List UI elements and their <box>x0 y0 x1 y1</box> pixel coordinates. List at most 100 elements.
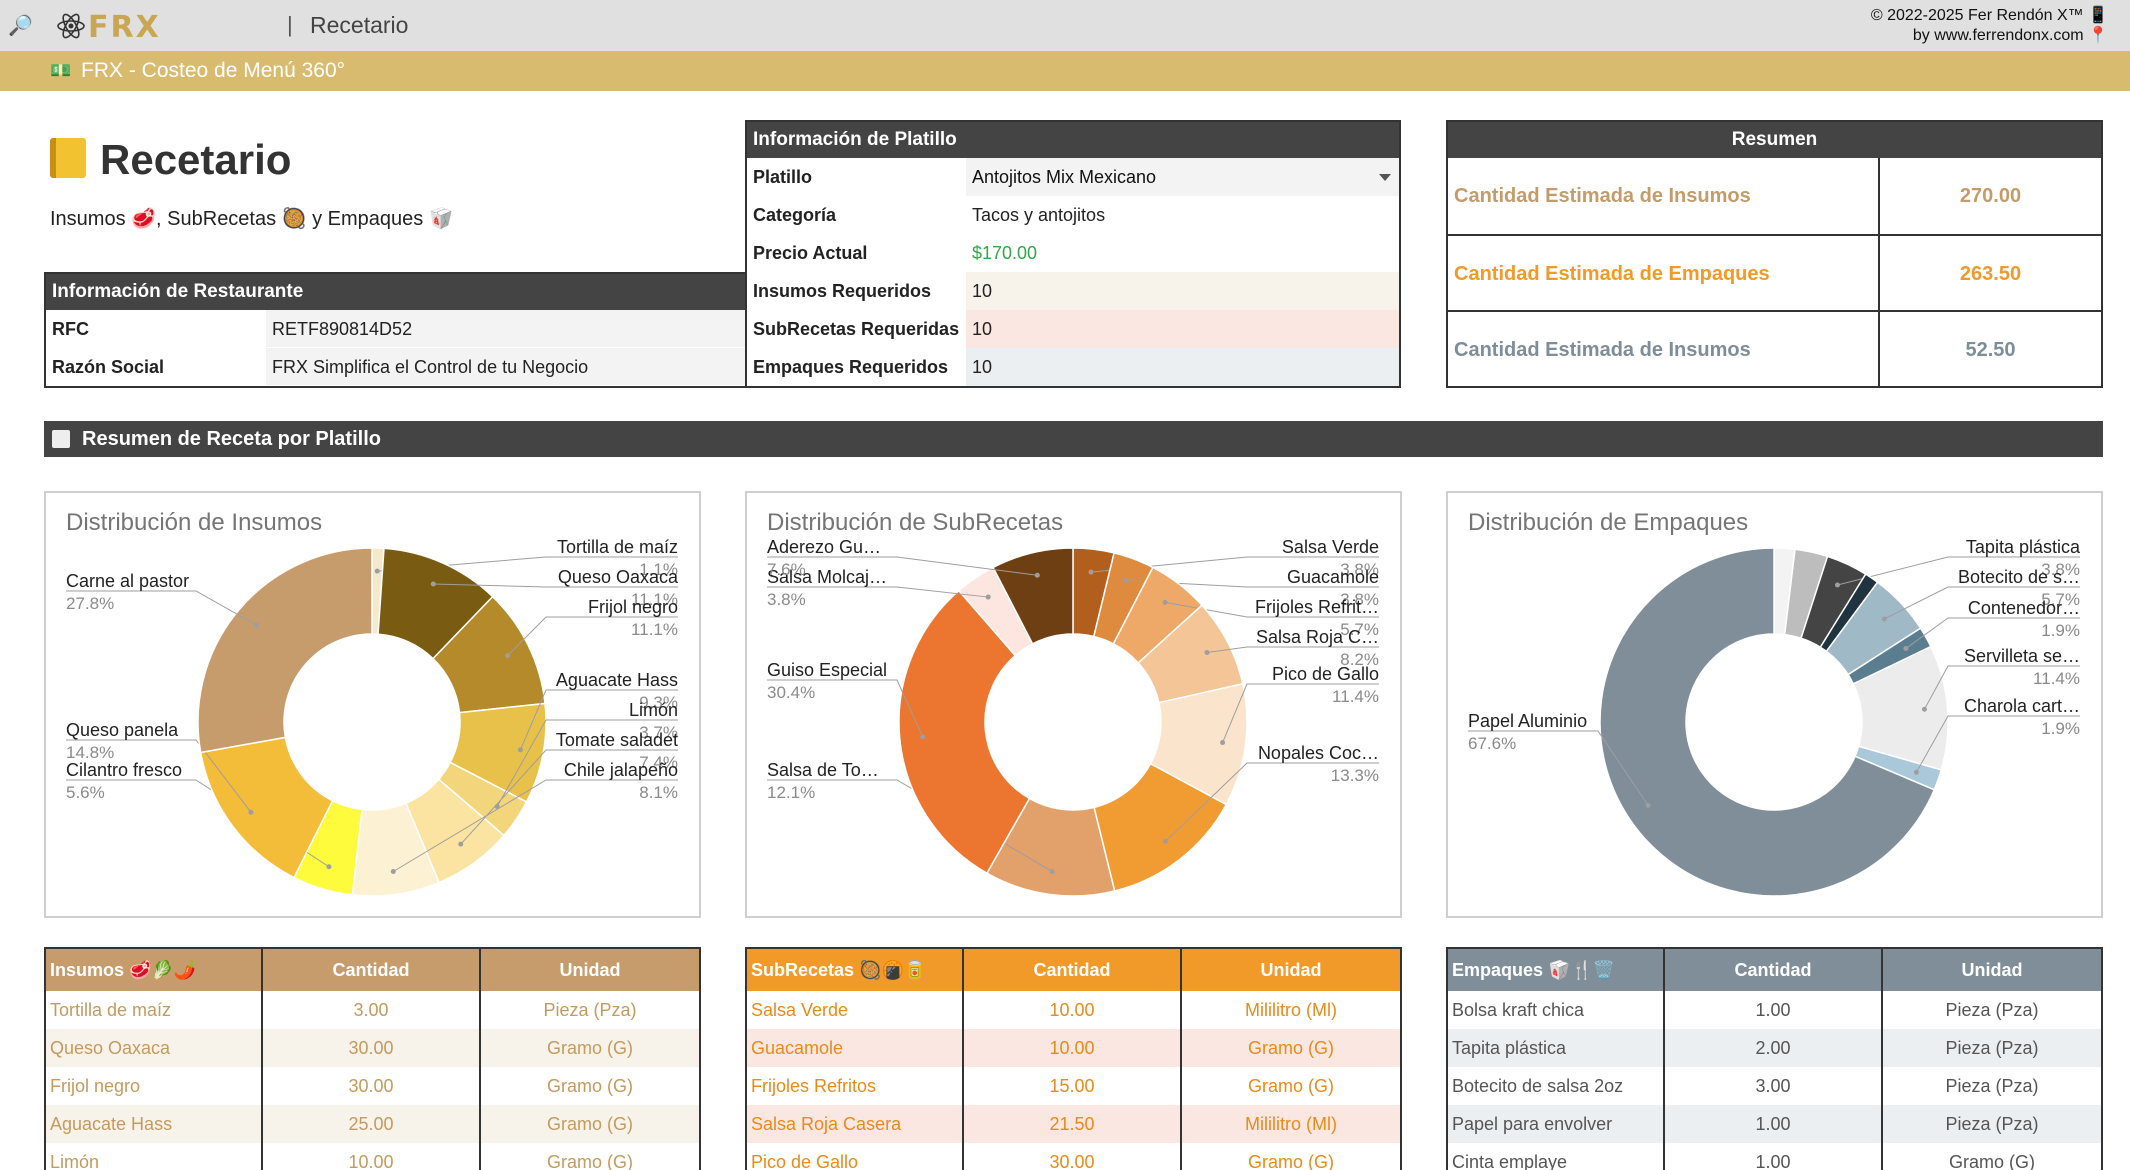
pie-slice[interactable] <box>197 547 373 754</box>
dish-info-value-text: Antojitos Mix Mexicano <box>972 167 1157 187</box>
quantity-cell[interactable]: 1.00 <box>1665 1105 1883 1143</box>
dish-info-value-text: 10 <box>972 281 993 301</box>
item-name-cell[interactable]: Queso Oaxaca <box>46 1029 263 1067</box>
unit-cell[interactable]: Gramo (G) <box>546 1038 633 1058</box>
dish-info-value-text: 10 <box>972 319 993 339</box>
unit-cell[interactable]: Gramo (G) <box>1948 1152 2035 1170</box>
unit-cell[interactable]: Gramo (G) <box>546 1114 633 1134</box>
unit-cell[interactable]: Pieza (Pza) <box>1945 1038 2039 1058</box>
table-row: Limón 10.00 Gramo (G) <box>46 1143 699 1170</box>
slice-percent-label: 5.7% <box>2041 590 2080 609</box>
slice-percent-label: 30.4% <box>767 683 815 702</box>
dish-info-value[interactable]: 10 <box>966 310 1399 348</box>
slice-leader-dot <box>1049 869 1055 875</box>
unit-cell[interactable]: Gramo (G) <box>1247 1076 1334 1096</box>
item-name-cell[interactable]: Frijoles Refritos <box>747 1067 964 1105</box>
workbook-title: FRX - Costeo de Menú 360° <box>81 59 346 82</box>
table-row: Salsa Verde 10.00 Mililitro (Ml) <box>747 991 1400 1029</box>
quantity-cell[interactable]: 15.00 <box>964 1067 1182 1105</box>
unit-cell[interactable]: Gramo (G) <box>1247 1152 1334 1170</box>
quantity-cell[interactable]: 21.50 <box>964 1105 1182 1143</box>
page-title-text: Recetario <box>100 136 292 183</box>
summary-row: Cantidad Estimada de Insumos 270.00 <box>1448 158 2101 234</box>
slice-label: Salsa de To… <box>767 760 879 780</box>
search-icon[interactable]: 🔎 <box>8 15 33 37</box>
item-name-cell[interactable]: Guacamole <box>747 1029 964 1067</box>
app-title: Recetario <box>310 12 409 38</box>
unit-cell[interactable]: Pieza (Pza) <box>543 1000 637 1020</box>
slice-percent-label: 7.4% <box>639 753 678 772</box>
unit-cell[interactable]: Gramo (G) <box>1247 1038 1334 1058</box>
column-header-unit: Unidad <box>1260 960 1322 980</box>
quantity-cell[interactable]: 10.00 <box>263 1143 481 1170</box>
unit-cell[interactable]: Gramo (G) <box>546 1076 633 1096</box>
dish-info-value[interactable]: 10 <box>966 272 1399 310</box>
item-name-cell[interactable]: Frijol negro <box>46 1067 263 1105</box>
quantity-cell[interactable]: 30.00 <box>964 1143 1182 1170</box>
razon-social-value[interactable]: FRX Simplifica el Control de tu Negocio <box>266 348 746 386</box>
slice-label: Papel Aluminio <box>1468 711 1587 731</box>
slice-label: Cilantro fresco <box>66 760 182 780</box>
item-name-cell[interactable]: Papel para envolver <box>1448 1105 1665 1143</box>
slice-leader-line <box>1905 617 2080 649</box>
item-name-cell[interactable]: Bolsa kraft chica <box>1448 991 1665 1029</box>
unit-cell[interactable]: Mililitro (Ml) <box>1245 1000 1337 1020</box>
item-name-cell[interactable]: Salsa Roja Casera <box>747 1105 964 1143</box>
money-icon: 💵 <box>50 61 72 80</box>
quantity-cell[interactable]: 10.00 <box>964 1029 1182 1067</box>
quantity-cell[interactable]: 30.00 <box>263 1029 481 1067</box>
insumos-chart[interactable]: Distribución de Insumos Tortilla de maíz… <box>44 491 701 918</box>
slice-label: Limón <box>629 700 678 720</box>
item-name-cell[interactable]: Pico de Gallo <box>747 1143 964 1170</box>
dish-select-dropdown[interactable]: Antojitos Mix Mexicano <box>966 158 1399 196</box>
unit-cell[interactable]: Pieza (Pza) <box>1945 1076 2039 1096</box>
quantity-cell[interactable]: 3.00 <box>263 991 481 1029</box>
empaques-chart[interactable]: Distribución de Empaques Tapita plástica… <box>1446 491 2103 918</box>
slice-percent-label: 8.2% <box>1340 650 1379 669</box>
quantity-cell[interactable]: 1.00 <box>1665 991 1883 1029</box>
dish-info-label: SubRecetas Requeridas <box>753 319 960 339</box>
restaurant-info-panel: Información de Restaurante RFC RETF89081… <box>44 272 746 388</box>
table-row: Cinta emplaye 1.00 Gramo (G) <box>1448 1143 2101 1170</box>
item-name-cell[interactable]: Botecito de salsa 2oz <box>1448 1067 1665 1105</box>
slice-percent-label: 7.6% <box>767 560 806 579</box>
item-name-cell[interactable]: Salsa Verde <box>747 991 964 1029</box>
rfc-value[interactable]: RETF890814D52 <box>266 310 746 348</box>
quantity-cell[interactable]: 1.00 <box>1665 1143 1883 1170</box>
table-row: Aguacate Hass 25.00 Gramo (G) <box>46 1105 699 1143</box>
rfc-label: RFC <box>52 319 89 339</box>
summary-title: Resumen <box>1448 122 2101 158</box>
item-name-cell[interactable]: Limón <box>46 1143 263 1170</box>
dish-info-value[interactable]: Tacos y antojitos <box>966 196 1399 234</box>
slice-percent-label: 1.9% <box>2041 621 2080 640</box>
dish-info-value[interactable]: $170.00 <box>966 234 1399 272</box>
quantity-cell[interactable]: 3.00 <box>1665 1067 1883 1105</box>
column-header-quantity: Cantidad <box>263 949 481 991</box>
item-name-cell[interactable]: Tortilla de maíz <box>46 991 263 1029</box>
dish-info-row: Insumos Requeridos 10 <box>747 272 1399 310</box>
quantity-cell[interactable]: 2.00 <box>1665 1029 1883 1067</box>
quantity-cell[interactable]: 10.00 <box>964 991 1182 1029</box>
item-name-cell[interactable]: Cinta emplaye <box>1448 1143 1665 1170</box>
summary-value: 263.50 <box>1959 263 2022 285</box>
pie-slice[interactable] <box>1599 547 1936 897</box>
top-bar: 🔎 FRX | Recetario © 2022-2025 Fer Rendón… <box>0 0 2130 51</box>
unit-cell[interactable]: Mililitro (Ml) <box>1245 1114 1337 1134</box>
slice-label: Salsa Verde <box>1282 537 1379 557</box>
quantity-cell[interactable]: 25.00 <box>263 1105 481 1143</box>
item-name-cell[interactable]: Tapita plástica <box>1448 1029 1665 1067</box>
dropdown-arrow-icon[interactable] <box>1379 174 1391 181</box>
quantity-cell[interactable]: 30.00 <box>263 1067 481 1105</box>
pie-slice[interactable] <box>898 589 1031 875</box>
unit-cell[interactable]: Gramo (G) <box>546 1152 633 1170</box>
dish-info-row: Platillo Antojitos Mix Mexicano <box>747 158 1399 196</box>
subrecetas-chart[interactable]: Distribución de SubRecetas Salsa Verde 3.… <box>745 491 1402 918</box>
copyright-line-2[interactable]: by www.ferrendonx.com 📍 <box>1912 27 2108 44</box>
unit-cell[interactable]: Pieza (Pza) <box>1945 1114 2039 1134</box>
dish-info-value[interactable]: 10 <box>966 348 1399 386</box>
item-name-cell[interactable]: Aguacate Hass <box>46 1105 263 1143</box>
slice-label: Tapita plástica <box>1966 537 2081 557</box>
unit-cell[interactable]: Pieza (Pza) <box>1945 1000 2039 1020</box>
dish-info-row: Empaques Requeridos 10 <box>747 348 1399 386</box>
